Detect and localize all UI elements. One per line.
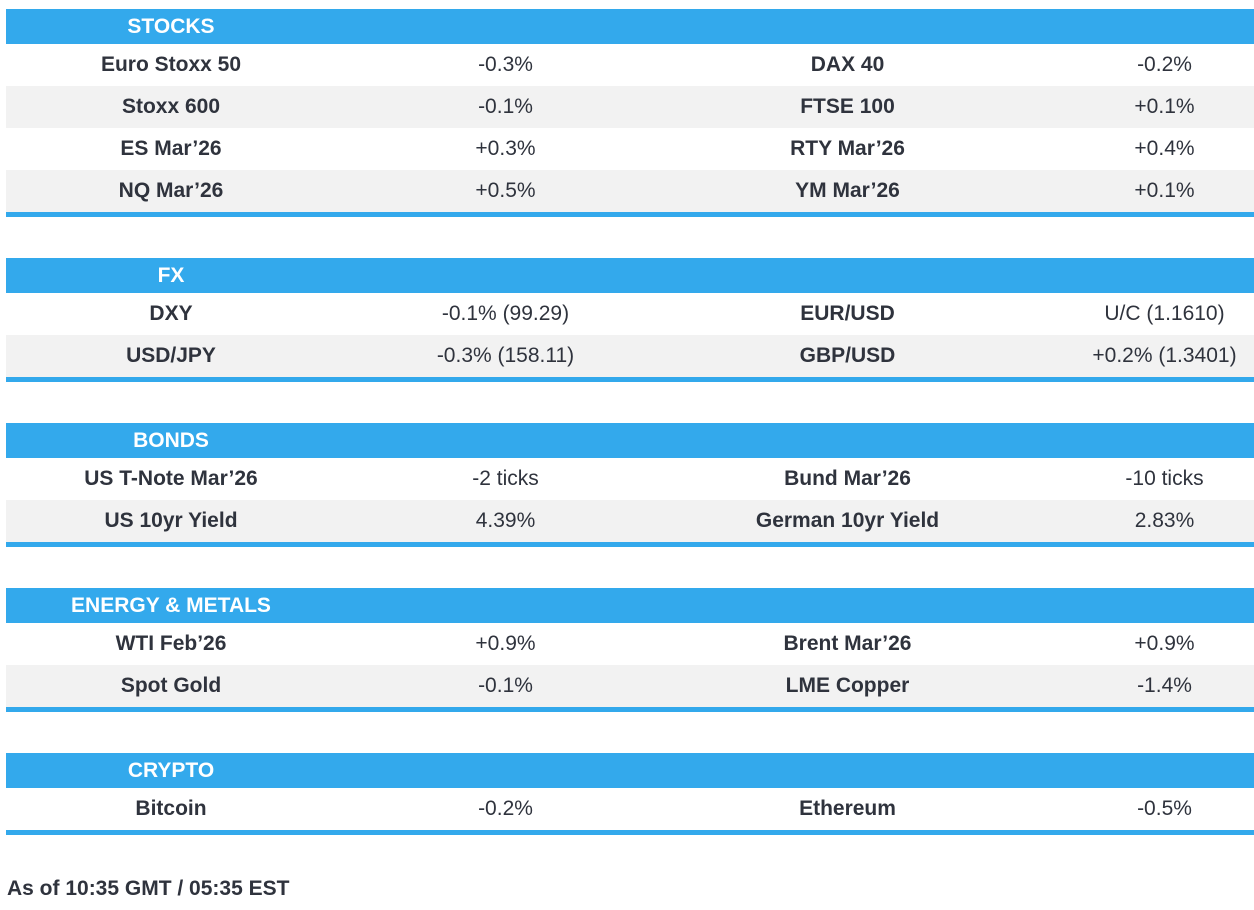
instrument-value: -0.2% <box>1137 53 1192 76</box>
instrument-name: Euro Stoxx 50 <box>100 53 242 76</box>
table-row: US T-Note Mar’26 -2 ticks Bund Mar’26 -1… <box>6 458 1254 500</box>
instrument-name: EUR/USD <box>800 302 895 325</box>
instrument-value: 4.39% <box>475 509 536 532</box>
instrument-value: -2 ticks <box>472 467 539 490</box>
instrument-value: +0.4% <box>1134 137 1195 160</box>
section-crypto: CRYPTO Bitcoin -0.2% Ethereum -0.5% <box>6 753 1254 835</box>
instrument-value: +0.1% <box>1134 95 1195 118</box>
instrument-value: -0.3% <box>478 53 533 76</box>
section-title: ENERGY & METALS <box>71 593 271 617</box>
instrument-name: DAX 40 <box>810 53 885 76</box>
section-body: Bitcoin -0.2% Ethereum -0.5% <box>6 788 1254 830</box>
instrument-name: DXY <box>149 302 193 325</box>
table-row: USD/JPY -0.3% (158.11) GBP/USD +0.2% (1.… <box>6 335 1254 377</box>
instrument-value: +0.9% <box>475 632 536 655</box>
section-energy-metals: ENERGY & METALS WTI Feb’26 +0.9% Brent M… <box>6 588 1254 712</box>
section-body: Euro Stoxx 50 -0.3% DAX 40 -0.2% Stoxx 6… <box>6 44 1254 212</box>
instrument-name: FTSE 100 <box>800 95 895 118</box>
instrument-name: German 10yr Yield <box>755 509 940 532</box>
timestamp-note: As of 10:35 GMT / 05:35 EST <box>7 877 290 900</box>
section-header: ENERGY & METALS <box>6 588 1254 623</box>
instrument-name: USD/JPY <box>126 344 216 367</box>
section-stocks: STOCKS Euro Stoxx 50 -0.3% DAX 40 -0.2% … <box>6 9 1254 217</box>
section-header: FX <box>6 258 1254 293</box>
instrument-name: Ethereum <box>799 797 896 820</box>
section-title: FX <box>157 263 185 287</box>
instrument-value: +0.5% <box>475 179 536 202</box>
instrument-value: -0.1% <box>478 95 533 118</box>
instrument-name: WTI Feb’26 <box>115 632 227 655</box>
section-fx: FX DXY -0.1% (99.29) EUR/USD U/C (1.1610… <box>6 258 1254 382</box>
instrument-value: -10 ticks <box>1125 467 1204 490</box>
instrument-name: US 10yr Yield <box>104 509 238 532</box>
instrument-value: 2.83% <box>1134 509 1195 532</box>
instrument-name: RTY Mar’26 <box>790 137 905 160</box>
section-header: CRYPTO <box>6 753 1254 788</box>
instrument-value: -0.5% <box>1137 797 1192 820</box>
instrument-value: -0.2% <box>478 797 533 820</box>
instrument-name: NQ Mar’26 <box>118 179 224 202</box>
instrument-name: ES Mar’26 <box>120 137 222 160</box>
section-body: WTI Feb’26 +0.9% Brent Mar’26 +0.9% Spot… <box>6 623 1254 707</box>
instrument-value: -0.1% <box>478 674 533 697</box>
instrument-value: -1.4% <box>1137 674 1192 697</box>
section-body: US T-Note Mar’26 -2 ticks Bund Mar’26 -1… <box>6 458 1254 542</box>
table-row: ES Mar’26 +0.3% RTY Mar’26 +0.4% <box>6 128 1254 170</box>
instrument-value: +0.3% <box>475 137 536 160</box>
section-title: CRYPTO <box>127 758 215 782</box>
instrument-value: -0.1% (99.29) <box>441 302 570 325</box>
section-header: STOCKS <box>6 9 1254 44</box>
table-row: WTI Feb’26 +0.9% Brent Mar’26 +0.9% <box>6 623 1254 665</box>
instrument-value: +0.1% <box>1134 179 1195 202</box>
section-body: DXY -0.1% (99.29) EUR/USD U/C (1.1610) U… <box>6 293 1254 377</box>
instrument-value: +0.2% (1.3401) <box>1092 344 1237 367</box>
instrument-name: Bitcoin <box>135 797 207 820</box>
section-title: STOCKS <box>127 14 215 38</box>
instrument-name: Stoxx 600 <box>121 95 221 118</box>
instrument-name: Bund Mar’26 <box>784 467 911 490</box>
table-row: Stoxx 600 -0.1% FTSE 100 +0.1% <box>6 86 1254 128</box>
table-row: Bitcoin -0.2% Ethereum -0.5% <box>6 788 1254 830</box>
section-header: BONDS <box>6 423 1254 458</box>
table-row: Spot Gold -0.1% LME Copper -1.4% <box>6 665 1254 707</box>
instrument-name: GBP/USD <box>799 344 896 367</box>
section-bonds: BONDS US T-Note Mar’26 -2 ticks Bund Mar… <box>6 423 1254 547</box>
section-title: BONDS <box>133 428 209 452</box>
table-row: NQ Mar’26 +0.5% YM Mar’26 +0.1% <box>6 170 1254 212</box>
instrument-value: U/C (1.1610) <box>1104 302 1225 325</box>
table-row: DXY -0.1% (99.29) EUR/USD U/C (1.1610) <box>6 293 1254 335</box>
instrument-name: LME Copper <box>785 674 910 697</box>
instrument-value: +0.9% <box>1134 632 1195 655</box>
table-row: Euro Stoxx 50 -0.3% DAX 40 -0.2% <box>6 44 1254 86</box>
instrument-name: US T-Note Mar’26 <box>84 467 258 490</box>
instrument-name: Brent Mar’26 <box>783 632 912 655</box>
instrument-name: YM Mar’26 <box>795 179 900 202</box>
instrument-name: Spot Gold <box>120 674 222 697</box>
instrument-value: -0.3% (158.11) <box>436 344 575 367</box>
table-row: US 10yr Yield 4.39% German 10yr Yield 2.… <box>6 500 1254 542</box>
